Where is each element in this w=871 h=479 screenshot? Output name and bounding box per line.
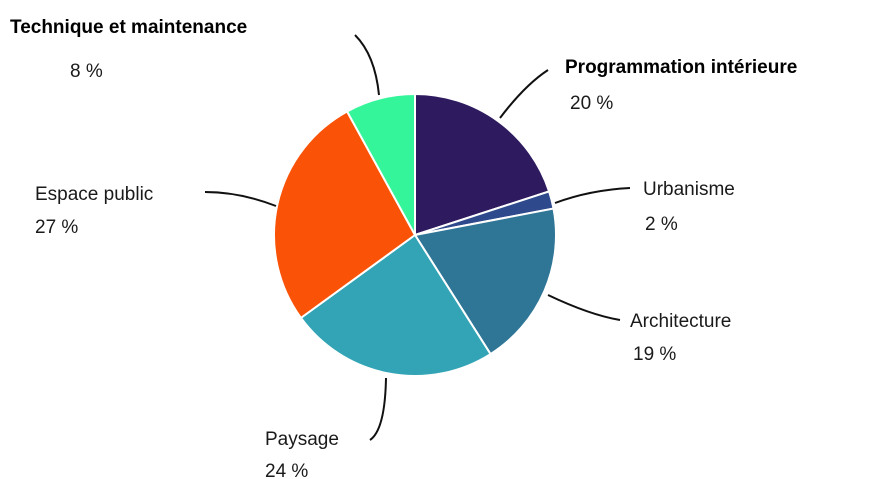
pie-slice: [299, 233, 492, 377]
slice-label: Architecture: [630, 311, 731, 332]
slice-value-label: 24 %: [265, 461, 308, 479]
leader-line: [547, 294, 621, 321]
pie-slice: [414, 92, 551, 237]
slice-label: Paysage: [265, 429, 339, 450]
slice-label: Espace public: [35, 184, 153, 205]
leader-line: [499, 69, 549, 119]
leader-line: [354, 34, 380, 96]
slice-label: Technique et maintenance: [10, 17, 247, 38]
slice-label: Urbanisme: [643, 179, 735, 200]
leader-line: [369, 377, 387, 441]
slice-value-label: 8 %: [70, 61, 103, 82]
slice-value-label: 19 %: [633, 344, 676, 365]
slice-value-label: 2 %: [645, 214, 678, 235]
pie-slice: [273, 110, 417, 320]
leader-line: [204, 191, 277, 207]
slice-value-label: 27 %: [35, 217, 78, 238]
slice-value-label: 20 %: [570, 93, 613, 114]
pie-slice: [345, 92, 416, 236]
slice-label: Programmation intérieure: [565, 57, 797, 78]
pie-slice: [413, 207, 557, 356]
leader-line: [554, 187, 631, 204]
